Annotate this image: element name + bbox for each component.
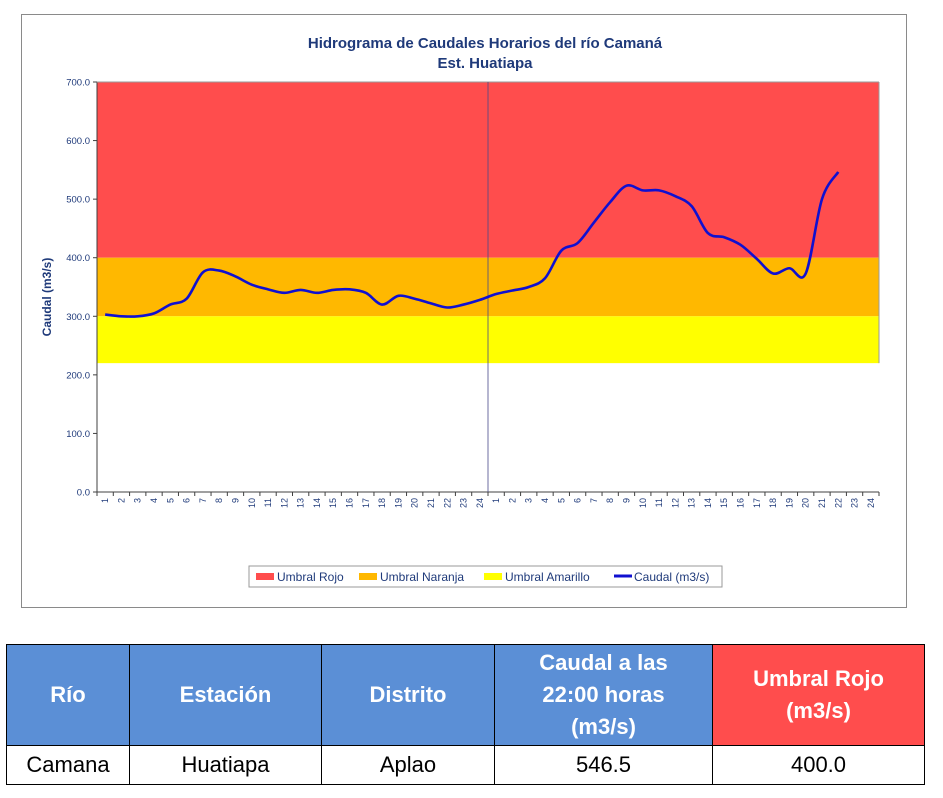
cell-umbral-rojo: 400.0 bbox=[712, 745, 925, 785]
y-tick-label-2: 200.0 bbox=[66, 370, 90, 381]
x-tick-label-45: 22 bbox=[833, 498, 843, 508]
x-tick-label-9: 10 bbox=[247, 498, 257, 508]
x-tick-label-38: 15 bbox=[719, 498, 729, 508]
legend-swatch-naranja bbox=[359, 573, 377, 580]
x-tick-label-10: 11 bbox=[263, 498, 273, 507]
chart-title: Hidrograma de Caudales Horarios del río … bbox=[308, 35, 663, 52]
x-tick-label-36: 13 bbox=[687, 498, 697, 508]
x-tick-label-4: 5 bbox=[165, 498, 175, 503]
x-tick-label-39: 16 bbox=[736, 498, 746, 508]
y-tick-label-6: 600.0 bbox=[66, 136, 90, 147]
series-line-0 bbox=[105, 171, 840, 318]
x-tick-label-44: 21 bbox=[817, 498, 827, 508]
info-table: Río Estación Distrito Caudal a las 22:00… bbox=[6, 644, 925, 785]
x-tick-label-29: 6 bbox=[573, 498, 583, 503]
y-tick-label-5: 500.0 bbox=[66, 195, 90, 206]
x-tick-label-47: 24 bbox=[866, 498, 876, 508]
legend-label-amarillo: Umbral Amarillo bbox=[505, 570, 590, 584]
caudal-series bbox=[105, 171, 840, 318]
y-tick-label-3: 300.0 bbox=[66, 312, 90, 323]
x-tick-label-35: 12 bbox=[670, 498, 680, 508]
cell-caudal: 546.5 bbox=[494, 745, 713, 785]
header-distrito: Distrito bbox=[321, 644, 495, 746]
x-tick-label-40: 17 bbox=[752, 498, 762, 508]
header-rio: Río bbox=[6, 644, 130, 746]
legend-label-rojo: Umbral Rojo bbox=[277, 570, 344, 584]
x-tick-label-19: 20 bbox=[410, 498, 420, 508]
x-tick-label-24: 1 bbox=[491, 498, 501, 503]
chart-frame: Hidrograma de Caudales Horarios del río … bbox=[21, 14, 907, 608]
cell-distrito: Aplao bbox=[321, 745, 495, 785]
x-tick-label-34: 11 bbox=[654, 498, 664, 507]
x-tick-label-37: 14 bbox=[703, 498, 713, 508]
header-umbral-rojo: Umbral Rojo (m3/s) bbox=[712, 644, 925, 746]
x-tick-label-0: 1 bbox=[100, 498, 110, 503]
x-tick-label-18: 19 bbox=[393, 498, 403, 508]
legend-swatch-rojo bbox=[256, 573, 274, 580]
x-tick-label-28: 5 bbox=[556, 498, 566, 503]
x-tick-label-42: 19 bbox=[784, 498, 794, 508]
x-tick-label-46: 23 bbox=[850, 498, 860, 508]
y-tick-label-1: 100.0 bbox=[66, 429, 90, 440]
x-tick-label-8: 9 bbox=[230, 498, 240, 503]
x-tick-label-32: 9 bbox=[621, 498, 631, 503]
x-tick-label-41: 18 bbox=[768, 498, 778, 508]
x-tick-labels: 1 2 3 4 5 6 7 8 9 10 11 12 13 14 15 16 17 18 19 20 21 22 23 24 1… bbox=[96, 492, 880, 508]
x-tick-label-3: 4 bbox=[149, 498, 159, 503]
cell-rio: Camana bbox=[6, 745, 130, 785]
y-axis-label: Caudal (m3/s) bbox=[40, 258, 54, 337]
x-tick-label-23: 24 bbox=[475, 498, 485, 508]
legend-label-naranja: Umbral Naranja bbox=[380, 570, 464, 584]
header-estacion: Estación bbox=[129, 644, 322, 746]
x-tick-label-7: 8 bbox=[214, 498, 224, 503]
y-tick-label-0: 0.0 bbox=[77, 488, 90, 499]
hydrograph-chart: Hidrograma de Caudales Horarios del río … bbox=[40, 35, 880, 588]
y-tick-label-4: 400.0 bbox=[66, 253, 90, 264]
chart-legend: Umbral Rojo Umbral Naranja Umbral Amaril… bbox=[248, 565, 723, 588]
x-tick-label-14: 15 bbox=[328, 498, 338, 508]
x-tick-label-12: 13 bbox=[296, 498, 306, 508]
chart-subtitle: Est. Huatiapa bbox=[437, 55, 533, 72]
table-row: Camana Huatiapa Aplao 546.5 400.0 bbox=[6, 745, 925, 785]
legend-swatch-amarillo bbox=[484, 573, 502, 580]
header-caudal: Caudal a las 22:00 horas (m3/s) bbox=[494, 644, 713, 746]
x-tick-label-17: 18 bbox=[377, 498, 387, 508]
y-tick-labels: 0.0 100.0 200.0 300.0 400.0 500.0 600.0 700.0 bbox=[66, 78, 97, 499]
x-tick-label-11: 12 bbox=[279, 498, 289, 508]
x-tick-label-33: 10 bbox=[638, 498, 648, 508]
x-tick-label-21: 22 bbox=[442, 498, 452, 508]
x-tick-label-27: 4 bbox=[540, 498, 550, 503]
cell-estacion: Huatiapa bbox=[129, 745, 322, 785]
x-tick-label-1: 2 bbox=[116, 498, 126, 503]
x-tick-label-30: 7 bbox=[589, 498, 599, 503]
x-tick-label-2: 3 bbox=[133, 498, 143, 503]
x-tick-label-6: 7 bbox=[198, 498, 208, 503]
x-tick-label-43: 20 bbox=[801, 498, 811, 508]
x-tick-label-5: 6 bbox=[182, 498, 192, 503]
x-tick-label-13: 14 bbox=[312, 498, 322, 508]
x-tick-label-31: 8 bbox=[605, 498, 615, 503]
x-tick-label-16: 17 bbox=[361, 498, 371, 508]
x-tick-label-22: 23 bbox=[459, 498, 469, 508]
y-tick-label-7: 700.0 bbox=[66, 78, 90, 89]
table-header-row: Río Estación Distrito Caudal a las 22:00… bbox=[6, 644, 925, 746]
x-tick-label-15: 16 bbox=[345, 498, 355, 508]
x-tick-label-25: 2 bbox=[507, 498, 517, 503]
x-tick-label-26: 3 bbox=[524, 498, 534, 503]
x-tick-label-20: 21 bbox=[426, 498, 436, 508]
legend-label-caudal: Caudal (m3/s) bbox=[634, 570, 709, 584]
